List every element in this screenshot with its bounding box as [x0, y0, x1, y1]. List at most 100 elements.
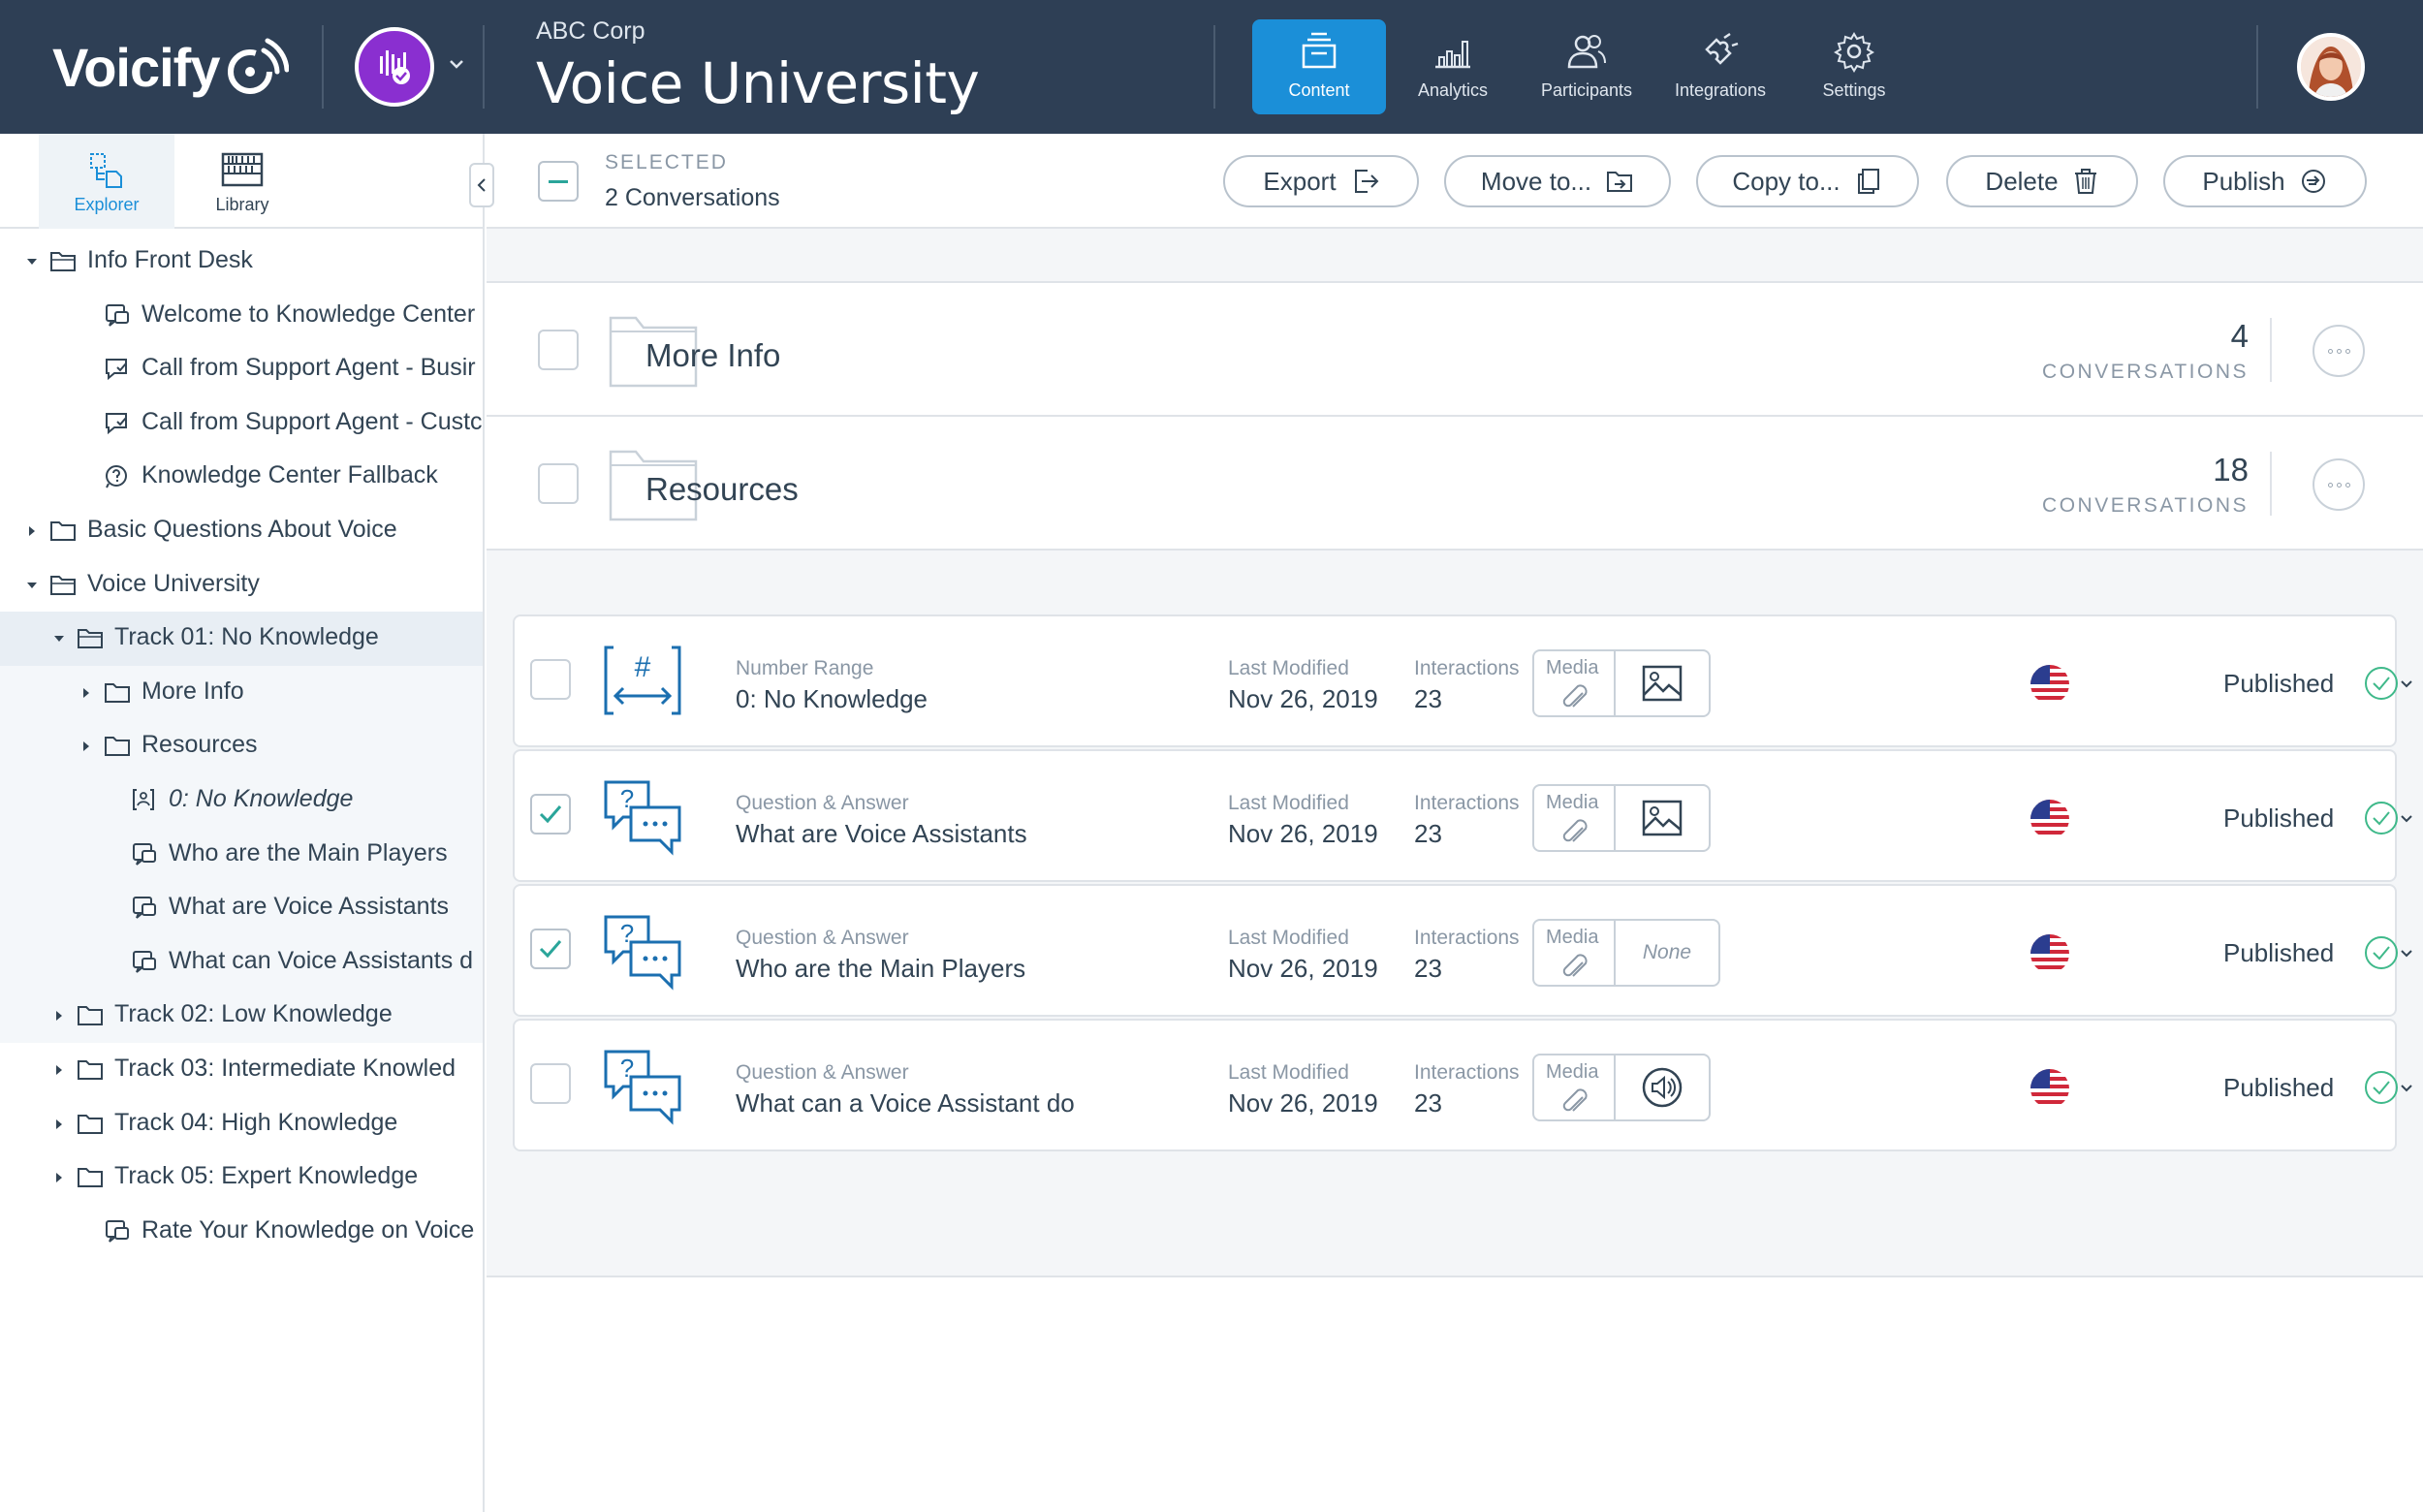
conversation-title[interactable]: 0: No Knowledge — [736, 684, 928, 713]
chevron-down-icon[interactable] — [2399, 948, 2414, 960]
chevron-down-icon[interactable] — [2399, 678, 2414, 690]
chevron-down-icon[interactable] — [2399, 813, 2414, 825]
chevron-down-icon[interactable] — [447, 54, 466, 74]
tree-item[interactable]: More Info — [0, 666, 483, 720]
help-icon — [106, 465, 127, 488]
image-icon — [1642, 665, 1683, 702]
caret-right-icon[interactable] — [52, 1063, 66, 1077]
media-preview[interactable] — [1616, 651, 1709, 715]
tree-item-label: Call from Support Agent - Busir — [142, 354, 476, 382]
nav-analytics[interactable]: Analytics — [1386, 19, 1520, 114]
published-check-icon — [2365, 667, 2398, 700]
conversation-title[interactable]: What are Voice Assistants — [736, 819, 1027, 848]
library-icon — [221, 152, 264, 187]
delete-button[interactable]: Delete — [1946, 155, 2138, 207]
row-checkbox[interactable] — [530, 659, 571, 700]
publish-icon — [2301, 170, 2325, 193]
conversation-row[interactable]: ? Question & Answer What can a Voice Assis… — [513, 1019, 2412, 1151]
tree-item[interactable]: Track 03: Intermediate Knowled — [0, 1043, 483, 1097]
tree-item[interactable]: What are Voice Assistants — [0, 881, 483, 935]
caret-right-icon[interactable] — [52, 1009, 66, 1023]
interactions-label: Interactions — [1414, 1061, 1520, 1084]
tree-item[interactable]: Welcome to Knowledge Center — [0, 289, 483, 343]
media-none: None — [1642, 941, 1692, 963]
tree-item[interactable]: Call from Support Agent - Custc — [0, 396, 483, 451]
folder-icon — [78, 1060, 103, 1080]
tree-item-label: Call from Support Agent - Custc — [142, 407, 483, 435]
conversation-title[interactable]: What can a Voice Assistant do — [736, 1088, 1075, 1118]
copy-to-button[interactable]: Copy to... — [1696, 155, 1919, 207]
published-check-icon — [2365, 802, 2398, 835]
conversation-row[interactable]: # Number Range 0: No Knowledge Last Modifie… — [513, 614, 2412, 747]
svg-text:#: # — [635, 651, 651, 683]
folder-row[interactable]: Resources 18 CONVERSATIONS — [487, 417, 2423, 551]
tree-item[interactable]: Track 04: High Knowledge — [0, 1097, 483, 1151]
question-answer-icon: ? — [604, 780, 681, 856]
published-check-icon — [2365, 936, 2398, 969]
conversation-title[interactable]: Who are the Main Players — [736, 954, 1026, 983]
publish-button[interactable]: Publish — [2163, 155, 2367, 207]
nav-integrations[interactable]: Integrations — [1653, 19, 1787, 114]
nav-content[interactable]: Content — [1252, 19, 1386, 114]
app-switcher[interactable] — [355, 27, 434, 107]
tree-item[interactable]: Basic Questions About Voice — [0, 504, 483, 558]
nav-settings[interactable]: Settings — [1787, 19, 1921, 114]
caret-right-icon[interactable] — [52, 1171, 66, 1184]
caret-down-icon[interactable] — [25, 579, 39, 592]
folder-icon — [50, 521, 76, 541]
chevron-down-icon[interactable] — [2399, 1083, 2414, 1094]
copy-icon — [1857, 169, 1879, 194]
media-preview[interactable] — [1616, 1055, 1709, 1119]
row-checkbox[interactable] — [530, 794, 571, 835]
caret-down-icon[interactable] — [52, 632, 66, 646]
divider — [2270, 318, 2272, 382]
caret-right-icon[interactable] — [79, 686, 93, 700]
tree-item[interactable]: Knowledge Center Fallback — [0, 450, 483, 504]
caret-right-icon[interactable] — [25, 524, 39, 538]
tree-item[interactable]: Voice University — [0, 558, 483, 613]
export-button[interactable]: Export — [1223, 155, 1419, 207]
tree-item[interactable]: Rate Your Knowledge on Voice — [0, 1205, 483, 1259]
tree-item[interactable]: Who are the Main Players — [0, 828, 483, 882]
row-checkbox[interactable] — [538, 463, 579, 504]
conversation-icon — [106, 303, 129, 327]
caret-right-icon[interactable] — [52, 1118, 66, 1131]
tree-item[interactable]: Track 01: No Knowledge — [0, 612, 483, 666]
conversation-row[interactable]: ? Question & Answer Who are the Main Playe… — [513, 884, 2412, 1017]
media-box[interactable]: Media — [1532, 1054, 1711, 1121]
folder-count: 4 — [2230, 318, 2249, 354]
deselect-all-checkbox[interactable] — [538, 161, 579, 202]
media-box[interactable]: Media — [1532, 649, 1711, 717]
tree-item[interactable]: Track 02: Low Knowledge — [0, 989, 483, 1043]
tree-item[interactable]: 0: No Knowledge — [0, 773, 483, 828]
tree-item-label: Track 05: Expert Knowledge — [114, 1162, 419, 1190]
conversation-row[interactable]: ? Question & Answer What are Voice Assista… — [513, 749, 2412, 882]
tree-item[interactable]: Track 05: Expert Knowledge — [0, 1150, 483, 1205]
tab-explorer[interactable]: Explorer — [39, 134, 174, 229]
voicify-logo[interactable]: Voicify — [52, 23, 290, 110]
row-checkbox[interactable] — [530, 929, 571, 969]
nav-participants[interactable]: Participants — [1520, 19, 1653, 114]
more-options-button[interactable] — [2313, 458, 2365, 511]
header-divider — [483, 25, 485, 109]
caret-down-icon[interactable] — [25, 255, 39, 268]
tree-item[interactable]: Resources — [0, 719, 483, 773]
tree-item[interactable]: What can Voice Assistants d — [0, 935, 483, 990]
caret-right-icon[interactable] — [79, 740, 93, 753]
user-avatar[interactable] — [2297, 33, 2365, 101]
move-to-button[interactable]: Move to... — [1444, 155, 1671, 207]
media-preview[interactable] — [1616, 786, 1709, 850]
row-checkbox[interactable] — [530, 1063, 571, 1104]
media-box[interactable]: Media — [1532, 784, 1711, 852]
collapse-sidebar-button[interactable] — [469, 163, 494, 207]
conversation-list: # Number Range 0: No Knowledge Last Modifie… — [487, 603, 2423, 1277]
tab-library[interactable]: Library — [174, 134, 310, 229]
us-flag-icon — [2030, 934, 2069, 973]
interactions-label: Interactions — [1414, 657, 1520, 679]
media-box[interactable]: Media None — [1532, 919, 1720, 987]
tree-item[interactable]: Info Front Desk — [0, 235, 483, 289]
more-options-button[interactable] — [2313, 325, 2365, 377]
row-checkbox[interactable] — [538, 330, 579, 370]
tree-item[interactable]: Call from Support Agent - Busir — [0, 342, 483, 396]
folder-row[interactable]: More Info 4 CONVERSATIONS — [487, 283, 2423, 417]
